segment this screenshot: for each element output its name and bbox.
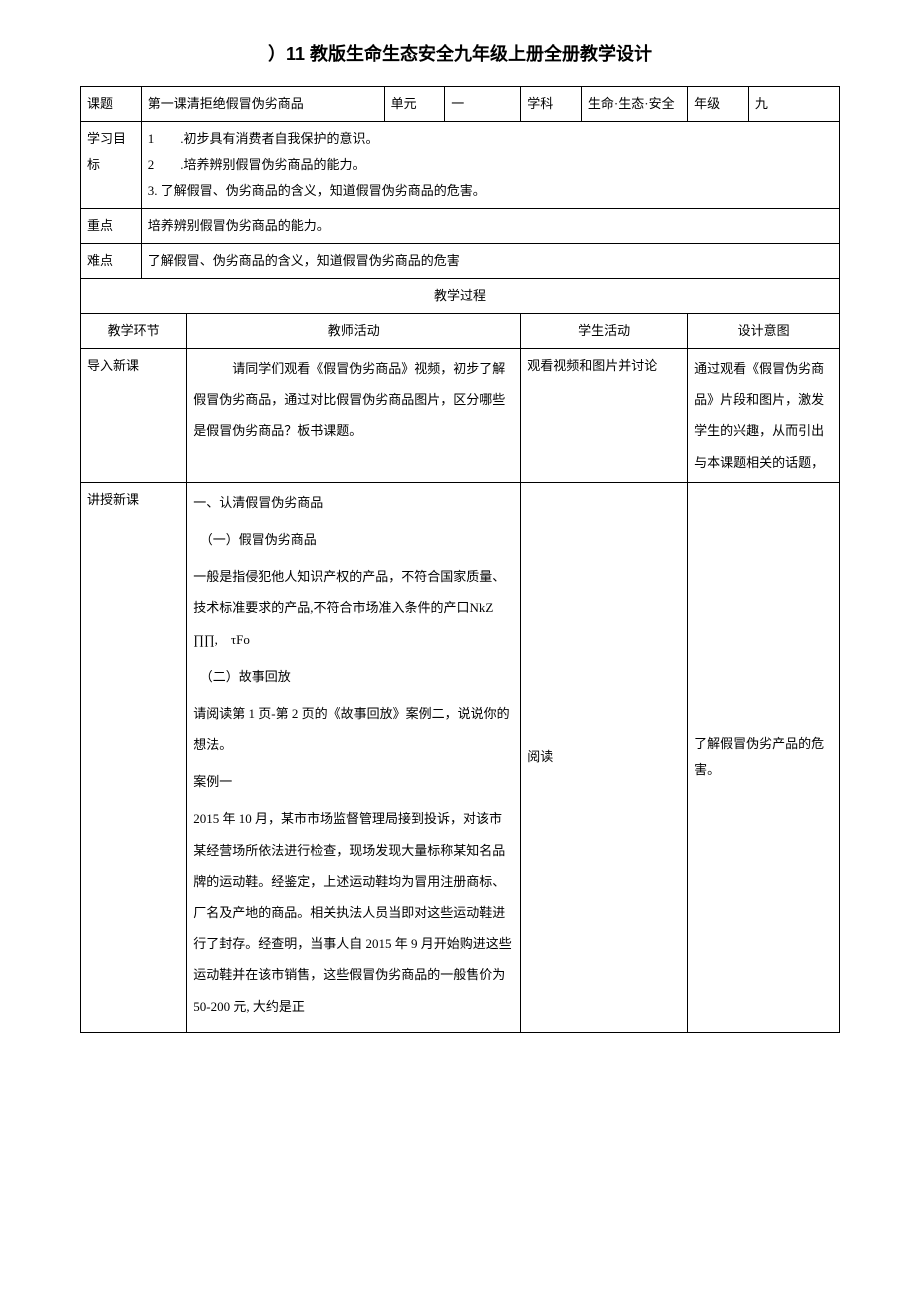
process-row-intro: 导入新课 请同学们观看《假冒伪劣商品》视频，初步了解假冒伪劣商品，通过对比假冒伪… xyxy=(81,349,840,483)
value-key: 培养辨别假冒伪劣商品的能力。 xyxy=(141,209,839,244)
student-intro: 观看视频和图片并讨论 xyxy=(521,349,688,483)
goals-row: 学习目标 1 .初步具有消费者自我保护的意识。 2 .培养辨别假冒伪劣商品的能力… xyxy=(81,122,840,209)
label-topic: 课题 xyxy=(81,87,142,122)
value-difficulty: 了解假冒、伪劣商品的含义，知道假冒伪劣商品的危害 xyxy=(141,244,839,279)
page-title: ）11 教版生命生态安全九年级上册全册教学设计 xyxy=(80,40,840,66)
teach-line-3: 一般是指侵犯他人知识产权的产品，不符合国家质量、技术标准要求的产品,不符合市场准… xyxy=(193,561,514,655)
teach-line-1: 一、认清假冒伪劣商品 xyxy=(193,487,514,518)
label-subject: 学科 xyxy=(521,87,582,122)
teacher-intro: 请同学们观看《假冒伪劣商品》视频，初步了解假冒伪劣商品，通过对比假冒伪劣商品图片… xyxy=(187,349,521,483)
teach-line-4: （二）故事回放 xyxy=(193,661,514,692)
teach-line-2: （一）假冒伪劣商品 xyxy=(193,524,514,555)
value-goals: 1 .初步具有消费者自我保护的意识。 2 .培养辨别假冒伪劣商品的能力。 3. … xyxy=(141,122,839,209)
process-row-teach: 讲授新课 一、认清假冒伪劣商品 （一）假冒伪劣商品 一般是指侵犯他人知识产权的产… xyxy=(81,482,840,1032)
phase-teach: 讲授新课 xyxy=(81,482,187,1032)
header-row: 课题 第一课清拒绝假冒伪劣商品 单元 一 学科 生命·生态·安全 年级 九 xyxy=(81,87,840,122)
label-goals: 学习目标 xyxy=(81,122,142,209)
col-student: 学生活动 xyxy=(521,314,688,349)
value-topic: 第一课清拒绝假冒伪劣商品 xyxy=(141,87,384,122)
goal-item-1: 1 .初步具有消费者自我保护的意识。 xyxy=(148,126,833,152)
label-unit: 单元 xyxy=(384,87,445,122)
teach-line-5: 请阅读第 1 页-第 2 页的《故事回放》案例二，说说你的想法。 xyxy=(193,698,514,760)
process-title: 教学过程 xyxy=(81,279,840,314)
label-difficulty: 难点 xyxy=(81,244,142,279)
label-grade: 年级 xyxy=(688,87,749,122)
teach-line-6: 案例一 xyxy=(193,766,514,797)
label-key: 重点 xyxy=(81,209,142,244)
lesson-plan-table: 课题 第一课清拒绝假冒伪劣商品 单元 一 学科 生命·生态·安全 年级 九 学习… xyxy=(80,86,840,1033)
col-intent: 设计意图 xyxy=(688,314,840,349)
teacher-teach: 一、认清假冒伪劣商品 （一）假冒伪劣商品 一般是指侵犯他人知识产权的产品，不符合… xyxy=(187,482,521,1032)
goal-item-3: 3. 了解假冒、伪劣商品的含义，知道假冒伪劣商品的危害。 xyxy=(148,178,833,204)
phase-intro: 导入新课 xyxy=(81,349,187,483)
process-columns-row: 教学环节 教师活动 学生活动 设计意图 xyxy=(81,314,840,349)
value-unit: 一 xyxy=(445,87,521,122)
value-subject: 生命·生态·安全 xyxy=(581,87,687,122)
process-title-row: 教学过程 xyxy=(81,279,840,314)
goal-item-2: 2 .培养辨别假冒伪劣商品的能力。 xyxy=(148,152,833,178)
intent-teach: 了解假冒伪劣产品的危害。 xyxy=(688,482,840,1032)
key-row: 重点 培养辨别假冒伪劣商品的能力。 xyxy=(81,209,840,244)
intent-intro: 通过观看《假冒伪劣商品》片段和图片，激发学生的兴趣，从而引出与本课题相关的话题， xyxy=(688,349,840,483)
value-grade: 九 xyxy=(748,87,839,122)
teach-line-7: 2015 年 10 月，某市市场监督管理局接到投诉，对该市某经营场所依法进行检查… xyxy=(193,803,514,1021)
col-teacher: 教师活动 xyxy=(187,314,521,349)
difficulty-row: 难点 了解假冒、伪劣商品的含义，知道假冒伪劣商品的危害 xyxy=(81,244,840,279)
student-teach: 阅读 xyxy=(521,482,688,1032)
col-phase: 教学环节 xyxy=(81,314,187,349)
